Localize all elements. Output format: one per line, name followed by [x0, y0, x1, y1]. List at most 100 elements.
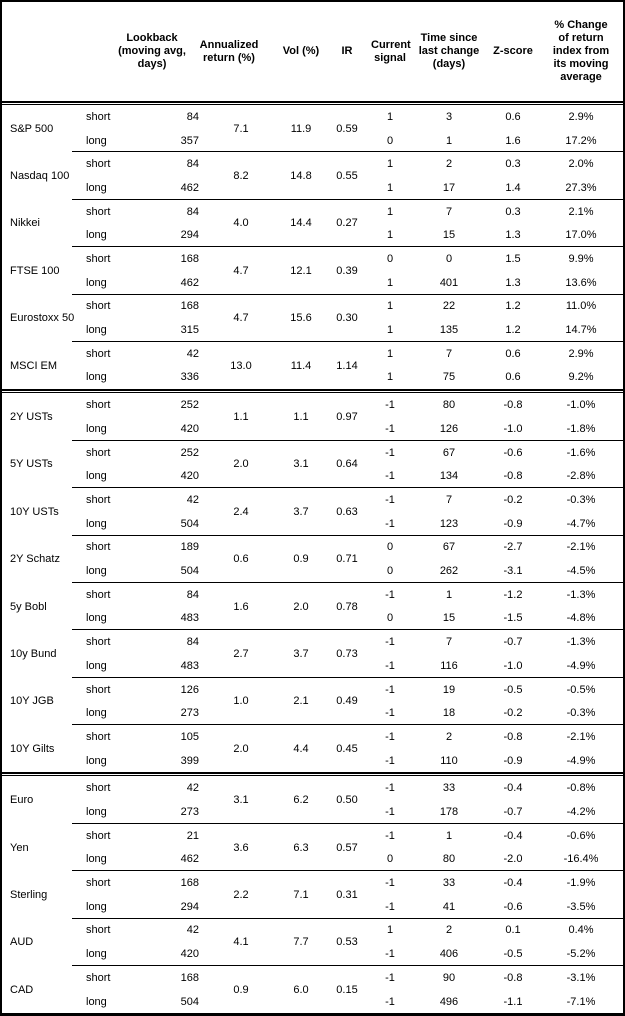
z-score-long: -0.5	[503, 948, 523, 961]
current-signal-long: 0	[386, 612, 394, 625]
z-score-short: 0.1	[505, 924, 521, 937]
time-since-change-short: 7	[445, 347, 453, 360]
annualized-return-value: 3.1	[233, 794, 249, 807]
pct-change-short: -0.3%	[566, 493, 596, 506]
time-since-change-short: 80	[442, 399, 456, 412]
current-signal-short: -1	[385, 636, 395, 649]
group-separator-line	[72, 151, 623, 153]
leg-label-short: short	[86, 110, 111, 123]
pct-change-short: 2.9%	[568, 347, 594, 360]
group-separator-line	[72, 870, 623, 872]
time-since-change-short: 2	[445, 158, 453, 171]
z-score-short: -1.2	[503, 588, 523, 601]
time-since-change-short: 33	[442, 877, 456, 890]
current-signal-long: 0	[386, 134, 394, 147]
lookback-value-short: 21	[186, 829, 199, 842]
z-score-long: -1.5	[503, 612, 523, 625]
pct-change-long: -1.8%	[566, 422, 596, 435]
z-score-short: -2.7	[503, 541, 523, 554]
time-since-change-short: 2	[445, 730, 453, 743]
lookback-value-long: 420	[180, 948, 199, 961]
time-since-change-short: 7	[445, 493, 453, 506]
current-signal-long: -1	[385, 948, 395, 961]
time-since-change-long: 126	[439, 422, 459, 435]
z-score-short: -0.4	[503, 829, 523, 842]
asset-name: FTSE 100	[10, 264, 60, 277]
header-lookback: Lookback (moving avg, days)	[118, 32, 186, 70]
asset-name: S&P 500	[10, 122, 54, 135]
ir-value: 0.15	[336, 983, 358, 996]
time-since-change-long: 110	[440, 754, 458, 767]
current-signal-long: -1	[385, 707, 395, 720]
header-z-score: Z-score	[493, 45, 533, 57]
pct-change-long: -4.7%	[566, 517, 596, 530]
leg-label-long: long	[86, 470, 107, 483]
asset-name: MSCI EM	[10, 359, 58, 372]
z-score-long: -0.6	[503, 900, 523, 913]
current-signal-short: 1	[386, 110, 394, 123]
time-since-change-long: 116	[440, 659, 458, 672]
leg-label-long: long	[86, 995, 107, 1008]
time-since-change-short: 7	[445, 205, 453, 218]
lookback-value-long: 294	[180, 229, 199, 242]
current-signal-short: -1	[385, 399, 395, 412]
section-divider	[2, 772, 623, 777]
z-score-long: -0.9	[503, 754, 523, 767]
leg-label-short: short	[86, 205, 111, 218]
lookback-value-short: 126	[180, 683, 199, 696]
pct-change-short: -0.8%	[566, 782, 596, 795]
ir-value: 0.45	[336, 742, 358, 755]
ir-value: 1.14	[336, 359, 358, 372]
asset-name: Yen	[10, 841, 29, 854]
time-since-change-long: 135	[439, 324, 459, 337]
asset-name: Euro	[10, 794, 34, 807]
header-ir: IR	[341, 45, 353, 57]
current-signal-short: -1	[385, 588, 395, 601]
lookback-value-long: 420	[180, 470, 199, 483]
section-divider	[2, 389, 623, 394]
lookback-value-short: 168	[180, 971, 199, 984]
leg-label-long: long	[86, 276, 107, 289]
current-signal-long: -1	[385, 470, 395, 483]
current-signal-long: -1	[385, 995, 395, 1008]
leg-label-short: short	[86, 683, 111, 696]
ir-value: 0.31	[336, 888, 358, 901]
ir-value: 0.73	[336, 647, 358, 660]
leg-label-long: long	[86, 371, 107, 384]
time-since-change-short: 2	[445, 924, 453, 937]
asset-group-row: Yen short long 21 462 3.6 6.3 0.57 -1 0 …	[2, 824, 623, 872]
vol-value: 12.1	[290, 264, 312, 277]
ir-value: 0.71	[336, 553, 358, 566]
vol-value: 6.0	[293, 983, 309, 996]
header-current-signal: Current signal	[371, 38, 411, 64]
z-score-long: 1.6	[505, 134, 521, 147]
pct-change-long: 13.6%	[565, 276, 597, 289]
ir-value: 0.59	[336, 122, 358, 135]
lookback-value-long: 483	[180, 612, 199, 625]
lookback-value-long: 504	[180, 565, 199, 578]
z-score-short: -0.2	[503, 493, 523, 506]
pct-change-short: 0.4%	[568, 924, 594, 937]
time-since-change-short: 67	[442, 541, 456, 554]
leg-label-short: short	[86, 541, 111, 554]
annualized-return-value: 1.6	[233, 600, 249, 613]
time-since-change-short: 22	[442, 300, 456, 313]
current-signal-long: 1	[386, 324, 394, 337]
asset-group-row: Sterling short long 168 294 2.2 7.1 0.31…	[2, 871, 623, 919]
current-signal-long: 1	[386, 229, 394, 242]
z-score-long: 0.6	[505, 371, 521, 384]
time-since-change-long: 496	[439, 995, 459, 1008]
asset-name: 5y Bobl	[10, 600, 47, 613]
current-signal-long: 1	[386, 276, 394, 289]
pct-change-long: -7.1%	[566, 995, 596, 1008]
pct-change-long: -5.2%	[566, 948, 596, 961]
asset-name: AUD	[10, 936, 34, 949]
leg-label-long: long	[86, 565, 107, 578]
leg-label-long: long	[86, 324, 107, 337]
lookback-value-short: 105	[180, 730, 199, 743]
z-score-long: -0.2	[503, 707, 523, 720]
lookback-value-short: 84	[186, 588, 199, 601]
z-score-long: 1.2	[505, 324, 521, 337]
group-separator-line	[72, 917, 623, 919]
group-separator-line	[72, 676, 623, 678]
